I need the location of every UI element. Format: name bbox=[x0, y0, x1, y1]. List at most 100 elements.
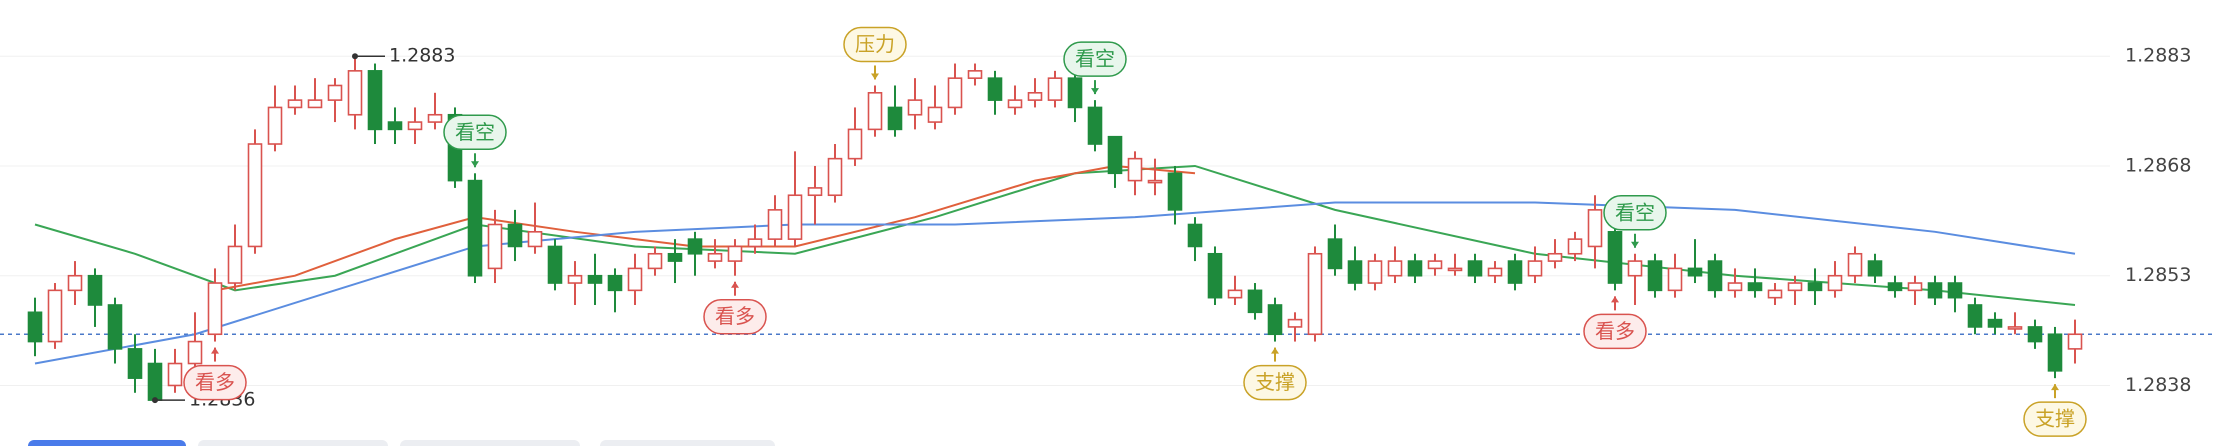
y-tick-label: 1.2883 bbox=[2125, 45, 2191, 67]
candle-body bbox=[1527, 260, 1543, 277]
signal-label: 支撑 bbox=[1255, 370, 1295, 394]
signal-bubble bbox=[1063, 41, 1127, 77]
candle-body bbox=[827, 157, 843, 197]
y-tick-label: 1.2853 bbox=[2125, 264, 2191, 286]
candle-body bbox=[1687, 267, 1703, 277]
candle-body bbox=[647, 252, 663, 270]
candle-body bbox=[2027, 326, 2043, 343]
candle-body bbox=[1507, 260, 1523, 284]
candle-body bbox=[507, 223, 523, 248]
candle-body bbox=[247, 143, 263, 248]
candle-body bbox=[1887, 282, 1903, 292]
candle-body bbox=[147, 362, 163, 401]
candle-body bbox=[427, 113, 443, 123]
candle-body bbox=[567, 274, 583, 284]
candle-body bbox=[1207, 252, 1223, 299]
candle-body bbox=[1727, 282, 1743, 292]
signal-arrow-head bbox=[211, 347, 219, 354]
candle-body bbox=[267, 106, 283, 145]
signal-label: 看空 bbox=[1615, 200, 1655, 224]
candle-body bbox=[1787, 282, 1803, 292]
candle-body bbox=[1047, 77, 1063, 101]
candle-body bbox=[1167, 172, 1183, 211]
signal-label: 看多 bbox=[195, 370, 235, 394]
candle-body bbox=[467, 179, 483, 277]
ma-line bbox=[34, 201, 2076, 365]
candle-body bbox=[727, 245, 743, 262]
candle-body bbox=[587, 274, 603, 284]
candle-body bbox=[747, 238, 763, 248]
candle-body bbox=[327, 84, 343, 101]
candle-body bbox=[1287, 318, 1303, 328]
candle-body bbox=[807, 187, 823, 197]
candle-body bbox=[1107, 135, 1123, 175]
candle-body bbox=[707, 252, 723, 262]
candle-body bbox=[1147, 179, 1163, 184]
candle-body bbox=[1767, 289, 1783, 299]
candle-body bbox=[1467, 260, 1483, 277]
candle-body bbox=[1327, 238, 1343, 270]
candle-body bbox=[867, 92, 883, 131]
candle-body bbox=[1367, 260, 1383, 284]
candle-body bbox=[1647, 260, 1663, 292]
y-tick-label: 1.2838 bbox=[2125, 374, 2191, 396]
candle-body bbox=[527, 231, 543, 248]
candle-body bbox=[1587, 209, 1603, 248]
tab[interactable] bbox=[600, 440, 775, 446]
candle-body bbox=[167, 362, 183, 387]
candle-body bbox=[1487, 267, 1503, 277]
candle-body bbox=[187, 340, 203, 365]
candle-body bbox=[107, 304, 123, 350]
candle-body bbox=[1547, 252, 1563, 262]
candle-body bbox=[1247, 289, 1263, 314]
candle-body bbox=[87, 274, 103, 306]
signal-arrow-head bbox=[1091, 88, 1099, 95]
tab[interactable] bbox=[400, 440, 580, 446]
signal-bubble bbox=[1243, 364, 1307, 401]
candle-body bbox=[387, 121, 403, 131]
signal-arrow-head bbox=[1611, 296, 1619, 303]
signal-arrow-head bbox=[2051, 384, 2059, 391]
signal-label: 看空 bbox=[455, 120, 495, 144]
candle-body bbox=[547, 245, 563, 284]
y-tick-label: 1.2868 bbox=[2125, 154, 2191, 176]
signal-bubble bbox=[443, 114, 507, 151]
candle-body bbox=[1447, 267, 1463, 272]
candle-body bbox=[927, 106, 943, 123]
candle-body bbox=[1347, 260, 1363, 284]
signal-label: 看多 bbox=[1595, 319, 1635, 343]
candle-body bbox=[487, 223, 503, 270]
signal-label: 压力 bbox=[855, 32, 895, 56]
candle-body bbox=[1707, 260, 1723, 292]
signal-label: 看多 bbox=[715, 304, 755, 328]
candle-body bbox=[1407, 260, 1423, 277]
signal-arrow-head bbox=[871, 73, 879, 80]
candle-body bbox=[367, 70, 383, 131]
candle-body bbox=[2067, 333, 2083, 350]
candle-body bbox=[1987, 318, 2003, 328]
candle-body bbox=[67, 274, 83, 292]
signal-bubble bbox=[183, 364, 247, 401]
signal-label: 支撑 bbox=[2035, 407, 2075, 431]
candle-body bbox=[1427, 260, 1443, 270]
candle-body bbox=[1747, 282, 1763, 292]
candle-body bbox=[347, 70, 363, 116]
signal-arrow-head bbox=[1631, 241, 1639, 248]
candle-body bbox=[1607, 231, 1623, 284]
candle-body bbox=[2007, 326, 2023, 330]
candle-body bbox=[1267, 304, 1283, 336]
candle-body bbox=[1847, 252, 1863, 277]
signal-bubble bbox=[1583, 313, 1647, 350]
candle-body bbox=[2047, 333, 2063, 372]
candle-body bbox=[1127, 157, 1143, 182]
tab[interactable] bbox=[198, 440, 388, 446]
candle-body bbox=[1067, 77, 1083, 109]
candle-body bbox=[1387, 260, 1403, 277]
tab[interactable] bbox=[28, 440, 186, 446]
signal-bubble bbox=[703, 298, 767, 335]
signal-bubble bbox=[2023, 401, 2087, 437]
candle-body bbox=[1087, 106, 1103, 145]
candle-body bbox=[1967, 304, 1983, 328]
